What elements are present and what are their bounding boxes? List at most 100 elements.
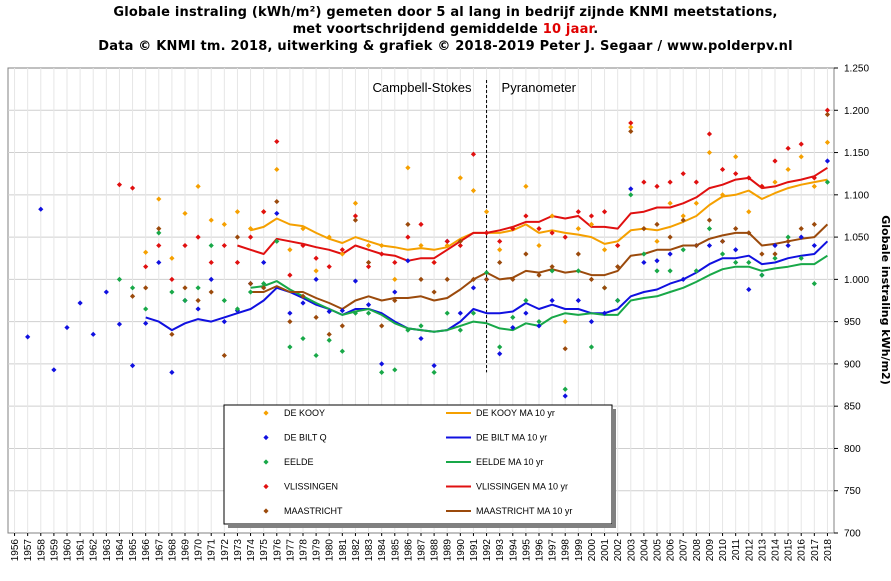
marker-de-bilt-q xyxy=(129,363,136,369)
marker-de-kooy xyxy=(575,226,581,232)
x-tick-label: 2017 xyxy=(810,539,821,562)
marker-de-kooy xyxy=(654,238,660,244)
y-tick-label: 750 xyxy=(844,486,861,497)
marker-eelde xyxy=(274,238,280,244)
x-tick-label: 1995 xyxy=(521,539,532,562)
x-tick-label: 1999 xyxy=(574,539,585,562)
marker-de-kooy xyxy=(182,210,188,217)
x-tick-label: 1976 xyxy=(272,539,283,562)
marker-eelde xyxy=(379,369,385,375)
legend: DE KOOY DE BILT Q EELDE VLISSINGEN MAASTRICH… xyxy=(223,404,616,528)
marker-de-bilt-q xyxy=(51,367,57,373)
marker-vlissingen xyxy=(287,272,293,278)
marker-de-bilt-q xyxy=(143,320,149,326)
marker-maastricht xyxy=(628,128,634,135)
marker-de-bilt-q xyxy=(287,310,293,316)
legend-marker-label: VLISSINGEN xyxy=(284,482,338,492)
x-tick-label: 1992 xyxy=(482,539,493,562)
marker-maastricht xyxy=(143,285,149,291)
x-tick-label: 2007 xyxy=(679,539,690,562)
x-tick-label: 1984 xyxy=(377,539,388,562)
marker-eelde xyxy=(182,297,188,304)
marker-de-kooy xyxy=(483,209,490,215)
marker-maastricht xyxy=(693,242,699,249)
marker-vlissingen xyxy=(693,179,699,185)
marker-eelde xyxy=(746,259,752,266)
marker-vlissingen xyxy=(601,209,608,215)
marker-maastricht xyxy=(497,259,503,266)
x-tick-label: 2015 xyxy=(784,539,795,562)
marker-de-kooy xyxy=(798,154,804,160)
marker-de-kooy xyxy=(523,183,529,189)
marker-de-kooy xyxy=(444,242,450,249)
marker-de-kooy xyxy=(824,139,831,145)
x-tick-label: 2016 xyxy=(797,539,808,562)
marker-eelde xyxy=(706,226,713,232)
y-tick-label: 1.000 xyxy=(844,275,869,286)
y-tick-label: 800 xyxy=(844,444,861,455)
marker-eelde xyxy=(444,310,450,316)
marker-de-kooy xyxy=(379,242,385,249)
marker-vlissingen xyxy=(628,120,634,126)
x-tick-label: 2008 xyxy=(692,539,703,562)
marker-eelde xyxy=(798,255,804,261)
marker-de-kooy xyxy=(470,187,477,194)
marker-eelde xyxy=(392,367,398,373)
marker-de-kooy xyxy=(497,247,503,253)
marker-maastricht xyxy=(719,238,726,244)
marker-de-kooy xyxy=(785,166,791,173)
x-tick-label: 2006 xyxy=(666,539,677,562)
marker-eelde xyxy=(352,310,359,316)
marker-eelde xyxy=(772,255,778,261)
marker-de-bilt-q xyxy=(785,242,791,249)
marker-de-kooy xyxy=(746,209,752,215)
marker-maastricht xyxy=(221,352,227,359)
marker-de-bilt-q xyxy=(195,306,201,312)
y-axis: 700 750 800 850 900 950 1.000 1.050 1.100 1.150 1.… xyxy=(834,64,869,540)
marker-eelde xyxy=(365,310,372,316)
marker-de-bilt-q xyxy=(326,308,332,315)
x-tick-label: 1970 xyxy=(194,539,205,562)
legend-box xyxy=(223,404,613,525)
marker-de-bilt-q xyxy=(667,251,673,257)
x-tick-label: 1973 xyxy=(233,539,244,562)
x-tick-label: 1978 xyxy=(299,539,310,562)
marker-de-kooy xyxy=(234,209,241,215)
marker-eelde xyxy=(431,369,437,375)
marker-de-bilt-q xyxy=(680,276,686,282)
title-line-2: met voortschrijdend gemiddelde 10 jaar. xyxy=(0,21,891,38)
marker-eelde xyxy=(667,268,673,274)
marker-de-bilt-q xyxy=(746,286,752,293)
marker-vlissingen xyxy=(510,226,516,232)
x-tick-label: 2014 xyxy=(771,539,782,562)
marker-vlissingen xyxy=(562,234,568,240)
legend-line-label: VLISSINGEN MA 10 yr xyxy=(476,482,568,492)
x-tick-label: 1972 xyxy=(220,539,231,562)
marker-eelde xyxy=(195,285,201,291)
marker-vlissingen xyxy=(313,255,319,261)
marker-vlissingen xyxy=(247,234,254,240)
marker-eelde xyxy=(116,276,123,282)
marker-de-kooy xyxy=(601,247,608,253)
x-tick-label: 1990 xyxy=(456,539,467,562)
y-axis-label: Globale instraling kWh/m2) xyxy=(879,215,891,385)
marker-maastricht xyxy=(339,323,345,329)
legend-marker-label: MAASTRICHT xyxy=(284,506,343,516)
y-tick-label: 1.200 xyxy=(844,106,869,117)
marker-maastricht xyxy=(772,251,778,257)
chart-title: Globale instraling (kWh/m²) gemeten door… xyxy=(0,4,891,55)
marker-eelde xyxy=(759,272,765,278)
y-tick-label: 1.150 xyxy=(844,148,869,159)
marker-de-bilt-q xyxy=(588,319,595,325)
legend-box-shadow-bottom xyxy=(228,524,616,528)
marker-maastricht xyxy=(562,346,568,352)
marker-de-bilt-q xyxy=(536,323,542,329)
marker-vlissingen xyxy=(667,179,673,185)
legend-line-label: EELDE MA 10 yr xyxy=(476,457,544,467)
y-tick-label: 850 xyxy=(844,402,861,413)
marker-vlissingen xyxy=(588,213,595,219)
marker-de-kooy xyxy=(156,196,162,202)
x-tick-label: 1956 xyxy=(10,539,21,562)
marker-de-kooy xyxy=(693,200,699,206)
